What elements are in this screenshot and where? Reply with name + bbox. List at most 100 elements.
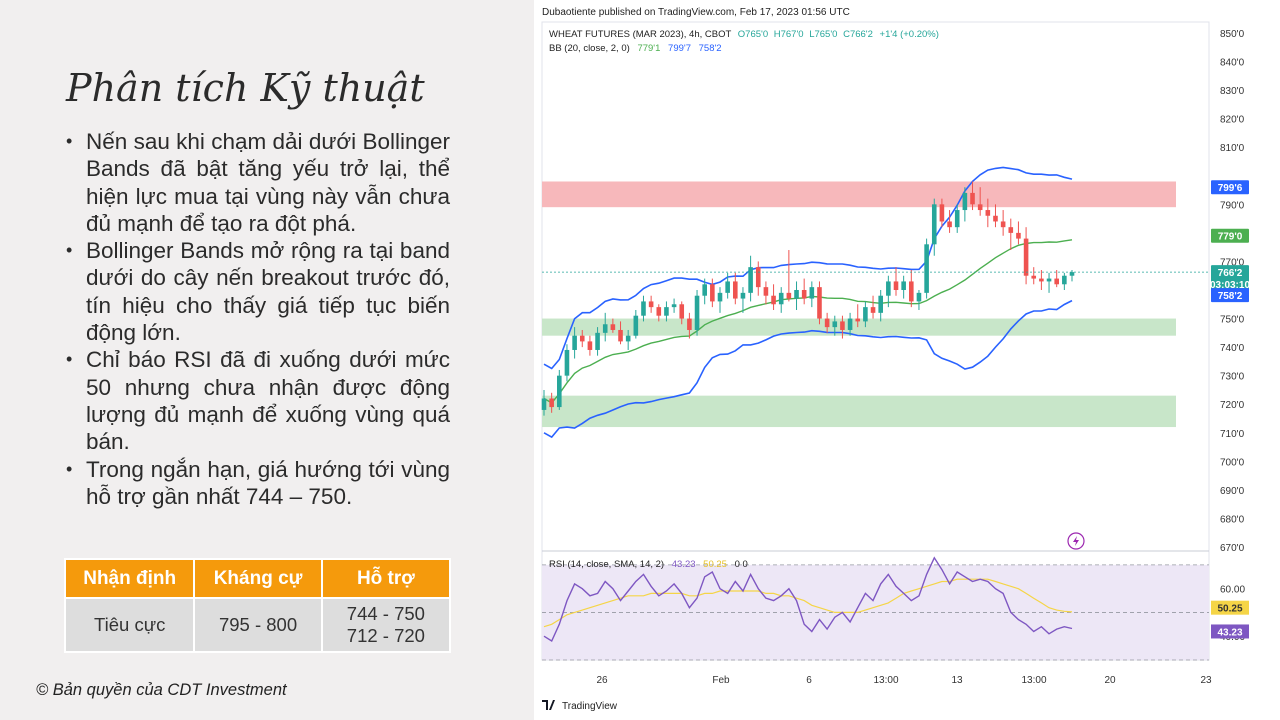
lower-band-tag: 758'2 (1218, 291, 1243, 302)
candle (579, 329, 585, 348)
rsi-value-tag-bg (1211, 624, 1249, 639)
header-support: Hỗ trợ (320, 558, 452, 599)
upper-band-tag-bg (1211, 180, 1249, 195)
candle (909, 270, 914, 308)
candle-body (985, 210, 991, 216)
candle-body (840, 321, 845, 330)
candle-body (1054, 278, 1059, 285)
rsi-value-tag: 43.23 (1217, 627, 1242, 638)
candle (1031, 267, 1037, 285)
candle-body (893, 281, 899, 290)
table-row: Tiêu cực 795 - 800 744 - 750 712 - 720 (63, 597, 452, 653)
summary-table: Nhận định Kháng cự Hỗ trợ Tiêu cực 795 -… (63, 558, 452, 653)
price-axis[interactable]: 850'0 840'0 830'0 820'0 810'0 790'0 770'0 750'0… (1220, 29, 1245, 554)
candle-body (924, 244, 929, 293)
candle-body (587, 341, 593, 350)
candle (702, 278, 707, 305)
price-tick-label: 710'0 (1220, 429, 1245, 440)
bb-lower-value: 758'2 (699, 43, 722, 54)
candle-body (993, 215, 998, 222)
upper-band-tag: 799'6 (1218, 183, 1243, 194)
candle (710, 278, 715, 308)
candle (947, 210, 952, 233)
candle (648, 295, 654, 313)
copyright-notice: © Bản quyền của CDT Investment (36, 681, 287, 699)
candle-body (1023, 238, 1029, 276)
bullet-item: Chỉ báo RSI đã đi xuống dưới mức 50 nhưn… (64, 346, 450, 455)
rsi-extra: 0 0 (735, 559, 748, 570)
candle-body (1016, 232, 1021, 239)
candle (832, 315, 838, 336)
candle (1000, 210, 1006, 236)
lightning-icon[interactable] (1067, 532, 1085, 550)
candle-body (671, 304, 677, 308)
candle (733, 272, 738, 305)
candle-body (916, 292, 922, 302)
candle-body (931, 204, 937, 245)
chart-canvas[interactable]: Dubaotiente published on TradingView.com… (534, 0, 1280, 720)
candle (801, 278, 807, 305)
candle-body (1000, 221, 1006, 228)
candle-body (648, 301, 654, 308)
candle (985, 198, 991, 228)
candle (602, 312, 608, 342)
candle-body (702, 284, 707, 296)
ohlc-high: H767'0 (774, 29, 804, 40)
price-tick-label: 700'0 (1220, 457, 1245, 468)
bb-lower-line (543, 299, 1073, 439)
symbol-legend[interactable]: WHEAT FUTURES (MAR 2023), 4h, CBOT O765'… (549, 29, 939, 40)
rsi-tick-label: 60.00 (1220, 585, 1245, 596)
candle-body (878, 295, 883, 313)
candle (587, 335, 593, 356)
price-tick-label: 750'0 (1220, 315, 1245, 326)
candle (977, 187, 983, 216)
candle-body (1008, 227, 1014, 233)
candle (847, 312, 853, 336)
candle (824, 312, 830, 333)
candle-body (870, 307, 876, 313)
chart-frame (541, 21, 1210, 661)
lower-band-tag-bg (1211, 288, 1249, 303)
price-tick-label: 720'0 (1220, 400, 1245, 411)
time-axis[interactable]: 26 Feb 6 13:00 13 13:00 20 23 (596, 675, 1212, 686)
candle-body (557, 375, 562, 408)
bullet-list: Nến sau khi chạm dải dưới Bollinger Band… (64, 128, 450, 510)
bb-legend[interactable]: BB (20, close, 2, 0) 779'1 799'7 758'2 (549, 43, 722, 54)
candle (656, 304, 662, 322)
candle-body (602, 324, 608, 333)
candle (1039, 270, 1044, 290)
tradingview-chart[interactable]: Dubaotiente published on TradingView.com… (534, 0, 1280, 720)
candle-body (733, 281, 738, 299)
candle (694, 290, 700, 336)
candle-body (947, 221, 952, 228)
candle (618, 321, 623, 345)
time-tick-label: 13:00 (1021, 675, 1046, 686)
brand-text: TradingView (562, 701, 618, 712)
candle (778, 287, 784, 313)
bullet-item: Bollinger Bands mở rộng ra tại band dưới… (64, 237, 450, 346)
time-tick-label: 23 (1200, 675, 1212, 686)
candle (1046, 272, 1052, 293)
candle-body (664, 307, 669, 316)
price-tick-label: 770'0 (1220, 257, 1245, 268)
rsi-sma-value: 50.25 (703, 559, 727, 570)
rsi-sma-line (543, 578, 1073, 628)
candle (625, 329, 631, 350)
candle (870, 295, 876, 319)
candle (595, 327, 600, 356)
candle (962, 187, 968, 222)
candle-body (977, 204, 983, 211)
candle (1023, 227, 1029, 285)
candle-body (1069, 272, 1075, 276)
candles-layer (541, 181, 1075, 416)
candle (679, 301, 685, 325)
last-price-tag-countdown: 03:03:10 (1210, 280, 1250, 291)
candle-body (909, 281, 914, 302)
candle-body (809, 287, 815, 299)
rsi-legend[interactable]: RSI (14, close, SMA, 14, 2) 43.23 50.25 … (549, 559, 748, 570)
analysis-panel: Phân tích Kỹ thuật Nến sau khi chạm dải … (0, 0, 534, 720)
candle-body (595, 332, 600, 350)
tradingview-logo-icon (542, 700, 555, 710)
candle (970, 181, 975, 211)
bullet-item: Trong ngắn hạn, giá hướng tới vùng hỗ tr… (64, 456, 450, 511)
